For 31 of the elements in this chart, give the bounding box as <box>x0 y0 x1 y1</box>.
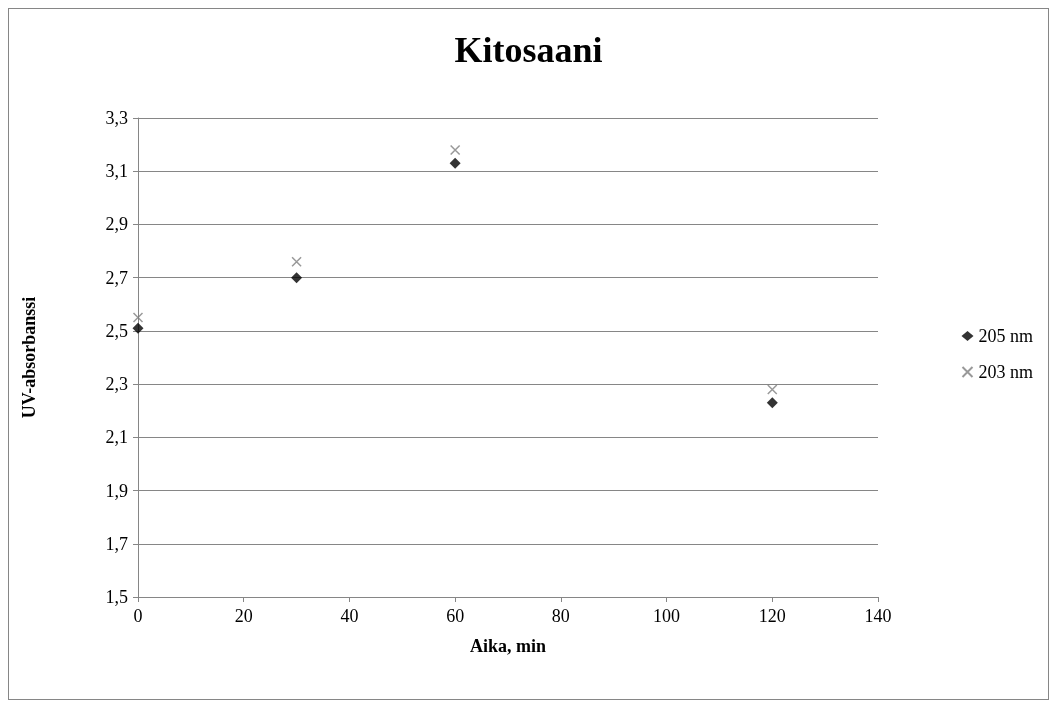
y-tick-label: 3,3 <box>105 108 128 128</box>
chart-title: Kitosaani <box>454 30 603 70</box>
point <box>449 144 461 156</box>
x-tick-label: 80 <box>551 606 570 626</box>
point <box>291 256 302 267</box>
legend-label: 205 nm <box>978 326 1034 346</box>
x-axis-title: Aika, min <box>469 636 547 656</box>
point <box>767 384 778 395</box>
y-tick-label: 2,9 <box>105 214 128 235</box>
y-tick-label: 2,7 <box>105 267 128 288</box>
y-tick-label: 1,7 <box>105 533 128 554</box>
point <box>132 322 144 334</box>
point <box>766 397 778 409</box>
legend-label: 203 nm <box>978 362 1034 382</box>
x-tick-label: 0 <box>133 606 143 626</box>
y-tick-label: 3,1 <box>105 161 128 182</box>
x-tick-label: 140 <box>864 606 892 626</box>
x-tick-label: 100 <box>653 606 681 626</box>
x-tick-label: 20 <box>234 606 253 626</box>
x-tick-label: 60 <box>446 606 465 626</box>
y-tick-label: 2,5 <box>105 320 128 341</box>
point <box>132 312 144 323</box>
x-tick-label: 120 <box>758 606 786 626</box>
point <box>449 157 461 169</box>
y-tick-label: 2,3 <box>105 374 128 395</box>
y-tick-label: 2,1 <box>105 427 128 448</box>
y-axis-title: UV-absorbanssi <box>19 296 39 419</box>
y-tick-label: 1,9 <box>105 480 128 501</box>
y-tick-label: 1,5 <box>105 587 128 607</box>
x-tick-label: 40 <box>340 606 359 626</box>
point <box>291 272 303 284</box>
